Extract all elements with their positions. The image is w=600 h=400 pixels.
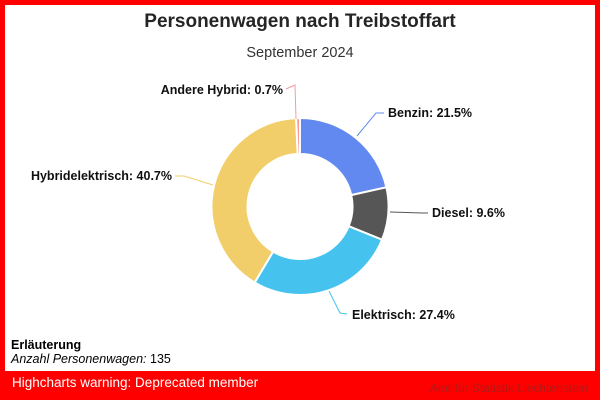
- footnote-label: Anzahl Personenwagen:: [11, 352, 147, 366]
- footnote-heading: Erläuterung: [11, 338, 82, 352]
- pie-slice-hybridelektrisch[interactable]: [210, 117, 299, 284]
- slice-label-hybridelektrisch: Hybridelektrisch: 40.7%: [30, 169, 172, 183]
- slice-label-benzin: Benzin: 21.5%: [388, 106, 473, 120]
- footnote-value: 135: [150, 352, 171, 366]
- pie-slice-benzin[interactable]: [299, 117, 388, 197]
- label-connector-diesel: [389, 211, 428, 214]
- footnote-line: Anzahl Personenwagen: 135: [11, 352, 171, 366]
- warning-bar: Highcharts warning: Deprecated member: [5, 371, 595, 395]
- label-connector-andere-hybrid: [285, 84, 297, 120]
- label-connector-hybridelektrisch: [175, 175, 214, 186]
- label-connector-benzin: [356, 112, 384, 137]
- label-connector-elektrisch: [328, 290, 348, 315]
- chart-title: Personenwagen nach Treibstoffart: [144, 11, 456, 32]
- warning-text: Highcharts warning: Deprecated member: [12, 375, 259, 390]
- slice-label-elektrisch: Elektrisch: 27.4%: [352, 308, 455, 322]
- slice-label-diesel: Diesel: 9.6%: [432, 206, 505, 220]
- pie-slice-elektrisch[interactable]: [253, 225, 384, 296]
- pie-slice-andere-hybrid[interactable]: [295, 117, 301, 156]
- footnote: Erläuterung Anzahl Personenwagen: 135: [11, 338, 171, 366]
- slice-label-andere-hybrid: Andere Hybrid: 0.7%: [160, 83, 283, 97]
- chart-subtitle: September 2024: [246, 45, 354, 61]
- credits-link[interactable]: Amt für Statistik Liechtenstein: [429, 381, 588, 395]
